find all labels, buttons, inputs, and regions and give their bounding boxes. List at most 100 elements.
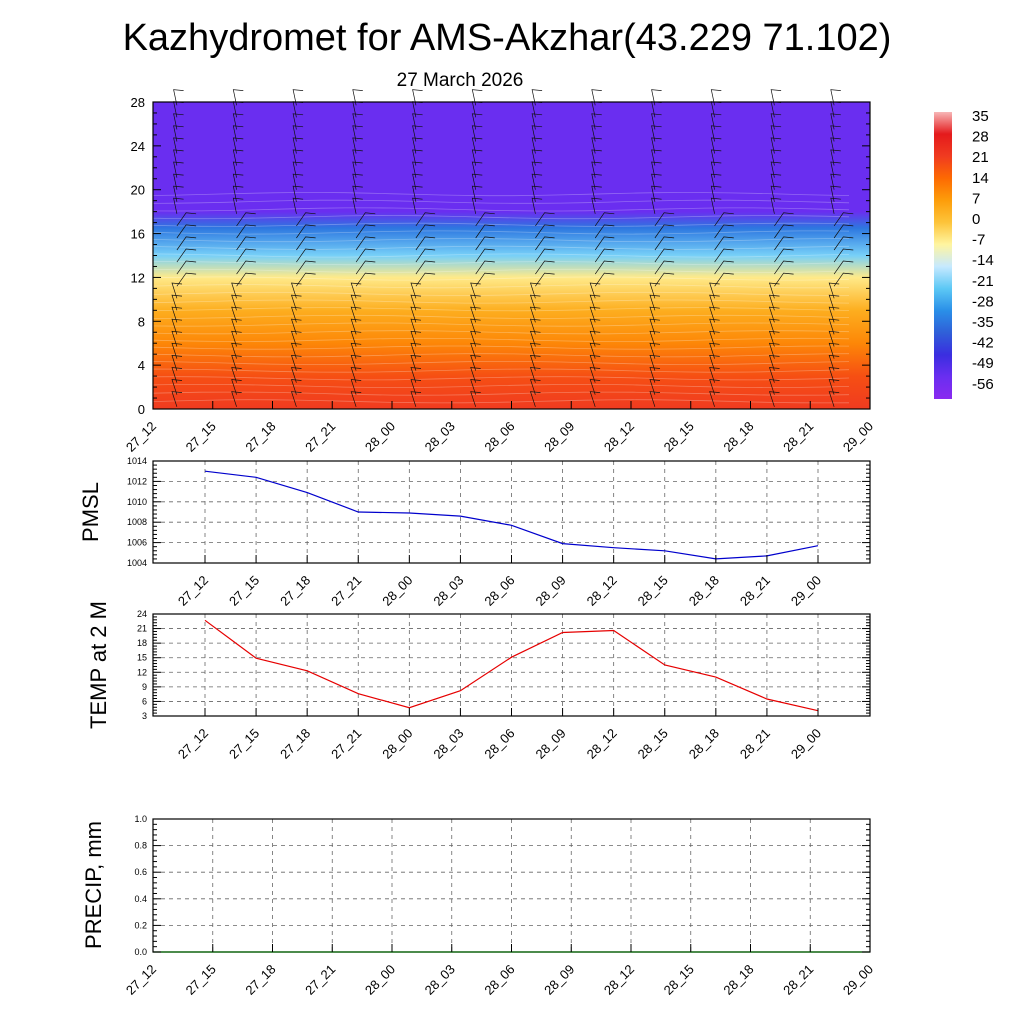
wind-barb [833, 260, 854, 275]
contour-line [152, 207, 850, 212]
wind-barb [412, 161, 423, 178]
wind-barb [412, 185, 423, 202]
wind-barb [714, 260, 734, 275]
wind-barb [828, 342, 840, 359]
wind-barb [176, 272, 197, 287]
wind-barb [296, 236, 316, 251]
wind-barb [415, 260, 436, 275]
wind-barb [530, 318, 541, 335]
contour-line [152, 314, 850, 319]
wind-barb [531, 89, 543, 106]
contour-line [152, 299, 850, 304]
contour-line [152, 291, 849, 296]
temp-axis-label: TEMP at 2 M [86, 601, 111, 729]
contour-line [152, 322, 850, 327]
wind-barb [470, 318, 481, 335]
x-tick-label: 27_21 [328, 726, 364, 762]
y-tick-label: 4 [138, 358, 145, 373]
wind-barb [828, 367, 840, 383]
wind-barb [412, 89, 423, 106]
wind-barb [710, 161, 722, 178]
wind-barb [355, 272, 376, 287]
wind-barb [774, 260, 794, 275]
wind-barb [232, 113, 244, 130]
wind-barb [471, 137, 483, 154]
colorbar-label: -7 [972, 232, 985, 249]
wind-barb [173, 185, 184, 202]
colorbar-label: 28 [972, 129, 989, 146]
wind-barb [649, 318, 661, 335]
x-tick-label: 29_00 [840, 419, 876, 455]
chart-subtitle: 27 March 2026 [397, 70, 524, 91]
wind-barb [173, 89, 184, 106]
heatmap-field [153, 102, 870, 409]
wind-barb [355, 236, 376, 251]
wind-barb [770, 185, 782, 202]
chart-title: Kazhydromet for AMS-Akzhar(43.229 71.102… [123, 17, 892, 59]
wind-barb [171, 306, 183, 323]
y-tick-label: 0.0 [134, 947, 147, 957]
colorbar-label: 35 [972, 108, 989, 125]
wind-barb [292, 173, 304, 190]
colorbar-label: -21 [972, 273, 994, 290]
contour-line [152, 399, 850, 404]
wind-barb [535, 224, 555, 239]
wind-barb [350, 391, 362, 407]
wind-barb [530, 367, 541, 383]
x-tick-label: 29_00 [840, 962, 876, 998]
wind-barb [471, 197, 483, 214]
wind-barb [769, 391, 780, 407]
colorbar-ramp [934, 112, 952, 399]
wind-barb [774, 272, 794, 287]
x-tick-label: 28_12 [601, 962, 637, 998]
wind-barb [232, 197, 244, 214]
wind-barb [291, 354, 302, 371]
y-tick-label: 0.4 [134, 894, 147, 904]
colorbar-label: -42 [972, 335, 994, 352]
wind-barb [828, 354, 840, 371]
wind-barb [651, 185, 662, 202]
wind-barb [714, 224, 734, 239]
x-tick-label: 28_00 [362, 962, 398, 998]
wind-barb [173, 125, 184, 142]
precip-grid [153, 819, 870, 952]
x-tick-label: 28_15 [635, 573, 671, 609]
x-tick-label: 28_15 [661, 962, 697, 998]
wind-barb [591, 125, 602, 142]
wind-barb [350, 379, 362, 395]
x-tick-label: 28_00 [379, 726, 415, 762]
wind-barb [236, 236, 256, 251]
wind-barb [471, 185, 483, 202]
contour-line [152, 330, 850, 335]
x-tick-label: 28_21 [737, 726, 773, 762]
wind-barb [591, 185, 602, 202]
wind-barb [774, 212, 794, 227]
y-tick-label: 1012 [127, 476, 147, 486]
wind-barb [291, 330, 302, 347]
x-tick-label: 28_12 [584, 573, 620, 609]
wind-barb [232, 125, 244, 142]
wind-barb [292, 125, 304, 142]
wind-barb [833, 248, 854, 263]
pmsl-series-line [204, 470, 819, 560]
wind-barb [470, 391, 481, 407]
wind-barb [830, 125, 841, 142]
wind-barb [654, 224, 675, 239]
y-tick-label: 6 [142, 696, 147, 706]
wind-barb [350, 330, 362, 347]
x-tick-label: 28_18 [686, 726, 722, 762]
wind-barb [591, 173, 602, 190]
x-tick-label: 28_06 [481, 573, 517, 609]
wind-barb [535, 248, 555, 263]
wind-barb [415, 272, 436, 287]
wind-barb [350, 294, 362, 311]
wind-barb [710, 185, 722, 202]
wind-barb [355, 212, 376, 227]
wind-barb [651, 149, 662, 166]
wind-barb [412, 197, 423, 214]
wind-barb [589, 342, 601, 359]
x-tick-label: 27_18 [277, 726, 313, 762]
wind-barb [591, 161, 602, 178]
wind-barb [714, 212, 734, 227]
